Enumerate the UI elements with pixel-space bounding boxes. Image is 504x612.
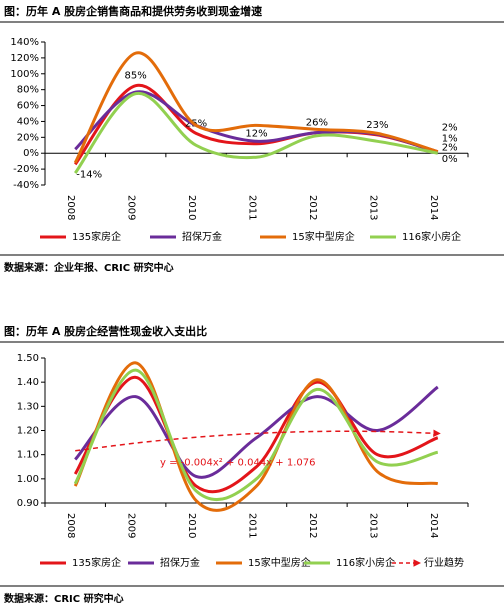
series-line <box>73 361 439 512</box>
data-label: -14% <box>76 169 102 180</box>
data-label: 23% <box>366 120 388 131</box>
x-tick-label: 2011 <box>247 195 258 220</box>
legend-label: 116家小房企 <box>402 230 461 243</box>
series-line <box>74 385 439 479</box>
x-tick-label: 2008 <box>65 513 76 538</box>
y-tick-label: 140% <box>10 37 39 48</box>
legend-label: 招保万金 <box>160 556 200 569</box>
y-tick-label: 1.40 <box>17 377 39 388</box>
y-tick-label: 100% <box>10 69 39 80</box>
legend-label: 116家小房企 <box>336 556 395 569</box>
y-tick-label: 40% <box>17 116 39 127</box>
source-note: 数据来源：企业年报、CRIC 研究中心 <box>4 261 174 274</box>
chart-title: 图：历年 A 股房企销售商品和提供劳务收到现金增速 <box>4 4 262 18</box>
legend-label: 招保万金 <box>182 230 222 243</box>
series-line <box>74 92 439 174</box>
equation: y = -0.004x² + 0.044x + 1.076 <box>160 458 315 469</box>
data-label: 2% <box>442 143 458 154</box>
x-tick-label: 2010 <box>186 195 197 220</box>
series-line <box>73 375 439 494</box>
data-label: 26% <box>306 118 328 129</box>
y-tick-label: 80% <box>17 85 39 96</box>
data-label: 0% <box>442 154 458 165</box>
trend-line <box>75 429 441 452</box>
y-tick-label: 0.90 <box>17 498 39 509</box>
data-label: 12% <box>245 129 267 140</box>
x-tick-label: 2011 <box>247 513 258 538</box>
x-tick-label: 2014 <box>428 513 439 538</box>
chart-title: 图：历年 A 股房企经营性现金收入支出比 <box>4 324 207 338</box>
x-tick-label: 2009 <box>126 195 137 220</box>
y-tick-label: 0% <box>23 148 39 159</box>
data-label: 2% <box>442 123 458 134</box>
x-tick-label: 2012 <box>307 513 318 538</box>
legend-label: 15家中型房企 <box>248 556 311 569</box>
x-tick-label: 2013 <box>367 195 378 220</box>
y-tick-label: 120% <box>10 53 39 64</box>
series-line <box>73 51 439 164</box>
source-note: 数据来源：CRIC 研究中心 <box>4 592 124 605</box>
legend-label: 135家房企 <box>72 556 121 569</box>
y-tick-label: 60% <box>17 101 39 112</box>
x-tick-label: 2012 <box>307 195 318 220</box>
y-tick-label: 1.30 <box>17 401 39 412</box>
x-tick-label: 2008 <box>65 195 76 220</box>
y-tick-label: 1.00 <box>17 474 39 485</box>
x-tick-label: 2013 <box>367 513 378 538</box>
y-tick-label: 1.20 <box>17 426 39 437</box>
series-line <box>73 368 439 502</box>
y-tick-label: -20% <box>13 164 39 175</box>
y-tick-label: 1.50 <box>17 353 39 364</box>
data-label: 85% <box>125 71 147 82</box>
x-tick-label: 2010 <box>186 513 197 538</box>
y-tick-label: -40% <box>13 180 39 191</box>
data-label: 1% <box>442 133 458 144</box>
y-tick-label: 1.10 <box>17 450 39 461</box>
legend-label: 行业趋势 <box>424 556 464 569</box>
legend-label: 135家房企 <box>72 230 121 243</box>
x-tick-label: 2014 <box>428 195 439 220</box>
x-tick-label: 2009 <box>126 513 137 538</box>
legend-label: 15家中型房企 <box>292 230 355 243</box>
y-tick-label: 20% <box>17 132 39 143</box>
